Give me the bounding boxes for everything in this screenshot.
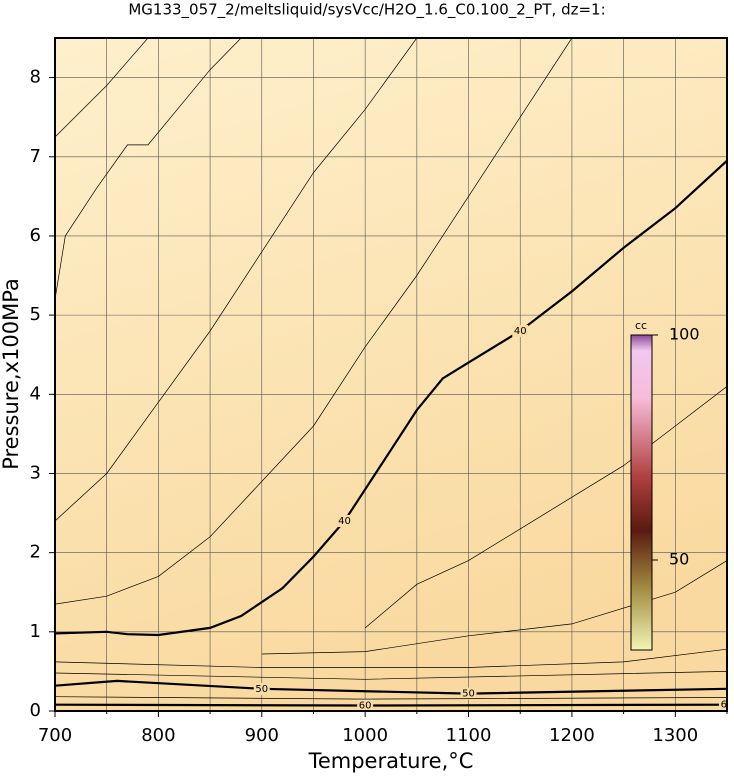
y-tick-label: 5 <box>30 304 41 325</box>
contour-label: 40 <box>514 326 527 337</box>
x-tick-label: 1000 <box>342 725 388 746</box>
x-axis-label: Temperature,°C <box>308 749 474 773</box>
x-tick-label: 900 <box>245 725 279 746</box>
x-tick-label: 700 <box>38 725 72 746</box>
y-tick-label: 4 <box>30 383 41 404</box>
contour-line <box>55 38 242 300</box>
contour-line <box>55 38 149 138</box>
contour-label: 50 <box>255 684 268 695</box>
x-tick-label: 800 <box>141 725 175 746</box>
contour-line <box>364 386 727 629</box>
colorbar-tick-label: 100 <box>669 325 700 344</box>
contour-label-bg <box>357 699 374 711</box>
contour-line <box>261 560 727 655</box>
y-tick-label: 6 <box>30 225 41 246</box>
y-tick-label: 0 <box>30 700 41 721</box>
contour-line <box>55 703 727 707</box>
contour-label-bg <box>253 682 270 695</box>
frame <box>54 37 728 712</box>
contour-label-bg <box>460 687 477 700</box>
contour-label-bg <box>336 514 353 527</box>
y-tick-label: 8 <box>30 67 41 88</box>
colorbar-tick-label: 50 <box>669 550 689 569</box>
y-tick-label: 2 <box>30 542 41 563</box>
y-tick-label: 7 <box>30 146 41 167</box>
y-axis-label: Pressure,x100MPa <box>0 278 23 470</box>
contour-line <box>55 648 727 668</box>
y-tick-label: 3 <box>30 462 41 483</box>
contour-label: 60 <box>721 700 734 711</box>
contour-line <box>55 696 727 700</box>
contour-label-bg <box>512 324 529 337</box>
plot-background <box>55 38 727 711</box>
contour-line <box>55 38 573 605</box>
x-tick-label: 1300 <box>652 725 698 746</box>
colorbar-label: cc <box>635 319 647 332</box>
contour-label: 40 <box>338 516 351 527</box>
chart-title: MG133_057_2/meltsliquid/sysVcc/H2O_1.6_C… <box>128 1 605 20</box>
colorbar-axis: cc 50 100 <box>635 319 700 569</box>
contour-label: 60 <box>359 700 372 711</box>
contour-line <box>55 159 727 637</box>
contours: 40 40 50 50 60 60 <box>55 38 734 711</box>
contour-line <box>55 671 727 680</box>
y-tick-label: 1 <box>30 621 41 642</box>
contour-line <box>55 38 418 522</box>
x-tick-label: 1100 <box>446 725 492 746</box>
colorbar <box>630 334 653 651</box>
contour-label: 50 <box>462 689 475 700</box>
x-tick-label: 1200 <box>549 725 595 746</box>
contour-label-bg <box>719 698 727 711</box>
